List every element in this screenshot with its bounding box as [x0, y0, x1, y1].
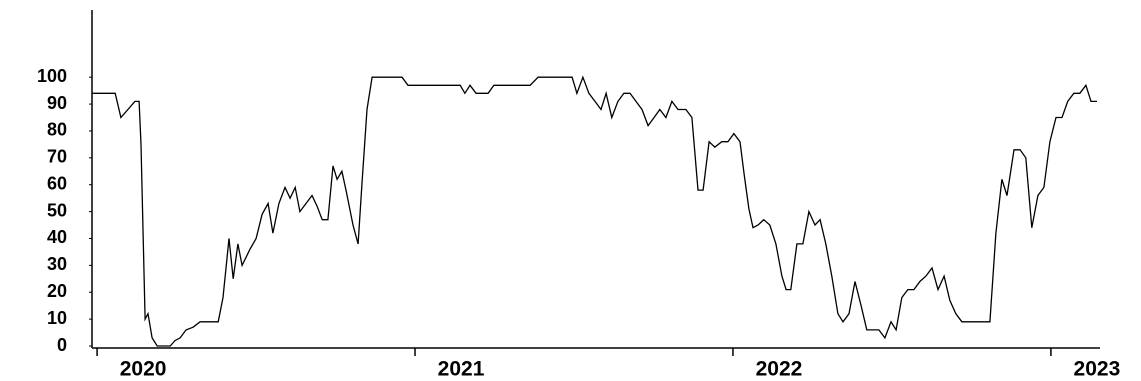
data-line	[92, 75, 1097, 347]
y-tick-label: 40	[47, 227, 67, 247]
y-tick-label: 30	[47, 254, 67, 274]
y-tick-label: 20	[47, 281, 67, 301]
y-tick-label: 60	[47, 173, 67, 193]
y-tick-label: 50	[47, 200, 67, 220]
y-tick-label: 0	[57, 335, 67, 355]
y-tick-label: 100	[37, 66, 67, 86]
x-tick-label: 2021	[438, 358, 485, 381]
x-tick-label: 2020	[120, 358, 167, 381]
y-tick-label: 70	[47, 147, 67, 167]
x-tick-label: 2023	[1074, 358, 1121, 381]
x-tick-label: 2022	[756, 358, 803, 381]
y-tick-label: 90	[47, 93, 67, 113]
y-tick-label: 10	[47, 308, 67, 328]
y-tick-label: 80	[47, 120, 67, 140]
